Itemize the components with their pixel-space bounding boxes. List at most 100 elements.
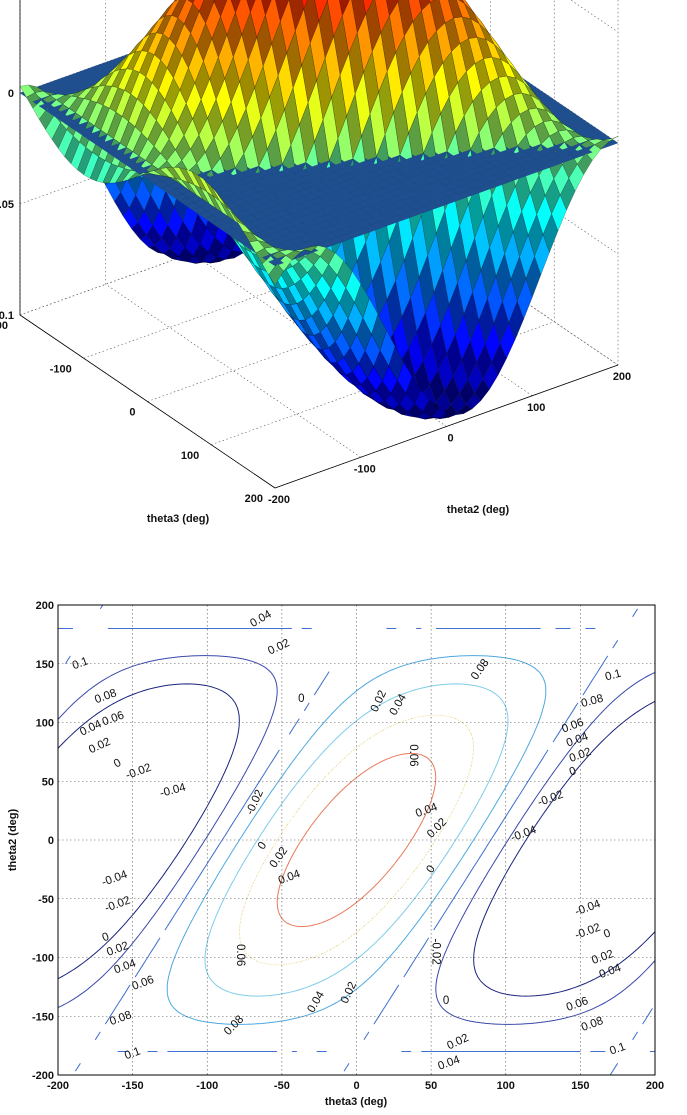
contour-level-label: 0.02 [87,736,112,756]
contour-level-label: 0 [112,757,124,771]
contour-line [58,604,655,1076]
contour-level-label: 0 [568,765,578,778]
contour-y-tick-label: 200 [36,600,54,612]
contour-ylabel: theta2 (deg) [7,808,19,871]
contour-level-label: 0.02 [425,816,449,840]
surface-x-gridline [105,0,361,458]
contour-x-tick-label: 150 [571,1080,589,1092]
contour-level-label: 0 [298,693,304,705]
contour-level-label: 0.06 [234,944,246,966]
surface-y-axis [19,314,276,489]
surface-z-tick-label: 0 [8,88,14,100]
surface-xlabel: theta2 (deg) [447,504,510,516]
contour-y-tick-label: 100 [36,718,54,730]
surface-x-tick-label: -100 [354,463,376,475]
contour-level-label: -0.02 [124,762,153,782]
contour-level-label: 0.08 [580,1015,605,1034]
contour-level-label: 0.04 [436,1054,462,1073]
contour-level-label: 0.02 [445,1032,470,1052]
contour-line [239,714,474,966]
contour-xlabel: theta3 (deg) [325,1096,388,1108]
contour-level-label: 0 [602,927,612,940]
surface-plot: -0.1-0.0500.050.10.15-200-1000100200-200… [0,0,631,525]
contour-x-tick-label: -100 [196,1080,218,1092]
surface-x-axis [274,364,619,489]
contour-level-label: 0.08 [580,693,605,710]
contour-level-label: 0.06 [407,744,419,766]
contour-x-tick-label: -200 [47,1080,69,1092]
surface-y-tick-label: 100 [181,450,199,462]
contour-level-label: 0.08 [469,657,492,682]
contour-level-label: -0.04 [573,898,602,918]
contour-level-label: -0.04 [100,868,129,888]
contour-level-label: -0.02 [573,922,602,942]
contour-x-tick-label: 100 [497,1080,515,1092]
contour-x-tick-label: 50 [425,1080,437,1092]
contour-line [276,752,437,928]
contour-gridlines [58,605,655,1075]
contour-line [166,655,547,1025]
contour-y-tick-label: 0 [48,835,54,847]
contour-level-label: 0.04 [113,957,139,976]
contour-level-label: 0.04 [78,718,104,739]
contour-x-tick-label: 200 [646,1080,664,1092]
surface-z-tick-label: -0.1 [0,310,14,322]
contour-level-label: 0.02 [339,980,359,1005]
contour-x-tick-label: 0 [353,1080,359,1092]
contour-level-label: 0.06 [101,710,126,729]
contour-level-label: 0.1 [123,1046,142,1063]
contour-level-label: -0.02 [430,939,442,965]
contour-x-tick-label: -150 [122,1080,144,1092]
contour-level-label: 0.08 [222,1014,246,1038]
surface-y-tick-label: 0 [129,407,135,419]
contour-y-tick-label: -50 [38,894,54,906]
contour-x-tick-label: -50 [274,1080,290,1092]
surface-x-tick-label: 100 [527,402,545,414]
contour-axes-box [57,604,656,1076]
surface-z-tick-label: -0.05 [0,199,14,211]
surface-ylabel: theta3 (deg) [147,513,210,525]
contour-y-tick-label: 50 [42,776,54,788]
contour-level-label: 0.04 [388,692,410,718]
surface-patch [268,263,284,286]
contour-level-label: 0 [443,995,449,1007]
contour-level-label: -0.02 [536,789,565,809]
contour-line [204,683,509,997]
contour-level-label: 0 [101,931,111,944]
contour-level-label: -0.04 [509,824,538,844]
contour-y-tick-label: -150 [32,1011,54,1023]
contour-y-tick-label: -200 [32,1070,54,1082]
contour-y-tick-label: 150 [36,659,54,671]
contour-level-label: -0.02 [103,895,132,915]
surface-y-tick-label: 200 [245,493,263,505]
contour-level-label: 0.1 [608,1041,627,1058]
surface-x-tick-label: 200 [613,371,631,383]
contour-plot: -200 -150 -100 -50 0 50 100 150 200 -200 -150 -100 -… [7,600,664,1108]
contour-level-label: 0 [256,840,270,852]
contour-level-label: 0.04 [305,989,327,1015]
contour-level-label: 0.1 [71,655,90,672]
contour-lines [57,604,656,1076]
surface-y-gridline [211,0,555,446]
surface-mesh [19,0,619,420]
contour-line [57,683,656,997]
surface-x-tick-label: -200 [268,494,290,506]
contour-level-label: 0.02 [266,637,291,657]
surface-patch [301,0,308,10]
contour-line [57,655,656,1025]
surface-x-tick-label: 0 [447,433,453,445]
contour-level-label: 0.04 [277,868,303,887]
contour-level-labels: 0.10.080.060.040.020 -0.02-0.040.040.020-… [71,608,627,1073]
surface-y-tick-label: -100 [50,363,72,375]
zero-plane-patch [268,258,284,267]
surface-y-tick-label: -200 [0,320,8,332]
contour-level-label: 0.04 [598,962,624,981]
contour-level-label: 0.06 [131,974,156,993]
contour-level-label: -0.02 [244,788,266,817]
contour-level-label: 0.04 [414,801,440,820]
contour-level-label: -0.04 [159,781,188,800]
surface-tick-labels: -0.1-0.0500.050.10.15-200-1000100200-200… [0,88,631,506]
contour-level-label: 0.08 [108,1009,133,1028]
contour-y-tick-label: -100 [32,953,54,965]
contour-level-label: 0.1 [604,668,623,684]
